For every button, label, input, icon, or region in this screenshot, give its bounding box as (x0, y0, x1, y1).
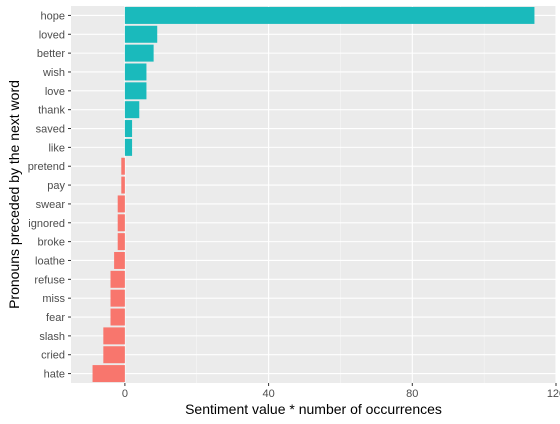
y-tick-label: refuse (34, 274, 65, 286)
grid-major (71, 6, 557, 383)
bar-loathe (114, 251, 125, 269)
y-tick-label: cried (41, 350, 65, 362)
bar-broke (117, 233, 125, 251)
y-tick-label: pay (47, 180, 65, 192)
bar-thank (124, 101, 140, 119)
bar-cried (103, 346, 125, 364)
y-tick-label: loathe (35, 255, 65, 267)
y-tick-label: hope (41, 10, 65, 22)
bar-pretend (121, 157, 125, 175)
bar-fear (110, 308, 125, 326)
grid-minor (196, 6, 485, 383)
bar-hate (92, 365, 125, 383)
bar-ignored (117, 214, 125, 232)
x-tick-label: 80 (406, 388, 418, 400)
y-tick-label: hate (44, 369, 65, 381)
bar-loved (124, 25, 158, 43)
y-tick-label: loved (39, 29, 65, 41)
y-tick-label: better (37, 48, 65, 60)
plot-panel (71, 6, 556, 383)
bar-wish (124, 63, 147, 81)
y-tick-label: slash (39, 331, 65, 343)
y-tick-label: swear (36, 199, 66, 211)
bar-better (124, 44, 154, 62)
x-tick-label: 40 (262, 388, 274, 400)
y-tick-label: broke (37, 237, 65, 249)
y-tick-label: thank (38, 105, 65, 117)
bar-hope (124, 6, 535, 24)
x-axis-ticks: 0 40 80 120 (122, 383, 560, 400)
y-tick-label: ignored (28, 218, 65, 230)
y-axis-title: Pronouns preceded by the next word (6, 80, 22, 309)
y-tick-label: miss (42, 293, 65, 305)
bar-love (124, 82, 147, 100)
y-tick-label: like (48, 142, 65, 154)
x-tick-label: 0 (122, 388, 128, 400)
bar-slash (103, 327, 125, 345)
bar-refuse (110, 270, 125, 288)
y-tick-label: fear (46, 312, 65, 324)
bars (92, 6, 535, 383)
bar-pay (121, 176, 125, 194)
bar-saved (124, 120, 133, 138)
bar-swear (117, 195, 125, 213)
y-tick-label: saved (36, 124, 65, 136)
y-tick-label: pretend (28, 161, 65, 173)
y-axis-ticks: hope loved better wish love thank saved like pre… (28, 10, 71, 381)
x-axis-title: Sentiment value * number of occurrences (185, 401, 442, 417)
bar-like (124, 138, 133, 156)
y-tick-label: love (45, 86, 65, 98)
y-tick-label: wish (42, 67, 65, 79)
bar-miss (110, 289, 125, 307)
x-tick-label: 120 (547, 388, 560, 400)
